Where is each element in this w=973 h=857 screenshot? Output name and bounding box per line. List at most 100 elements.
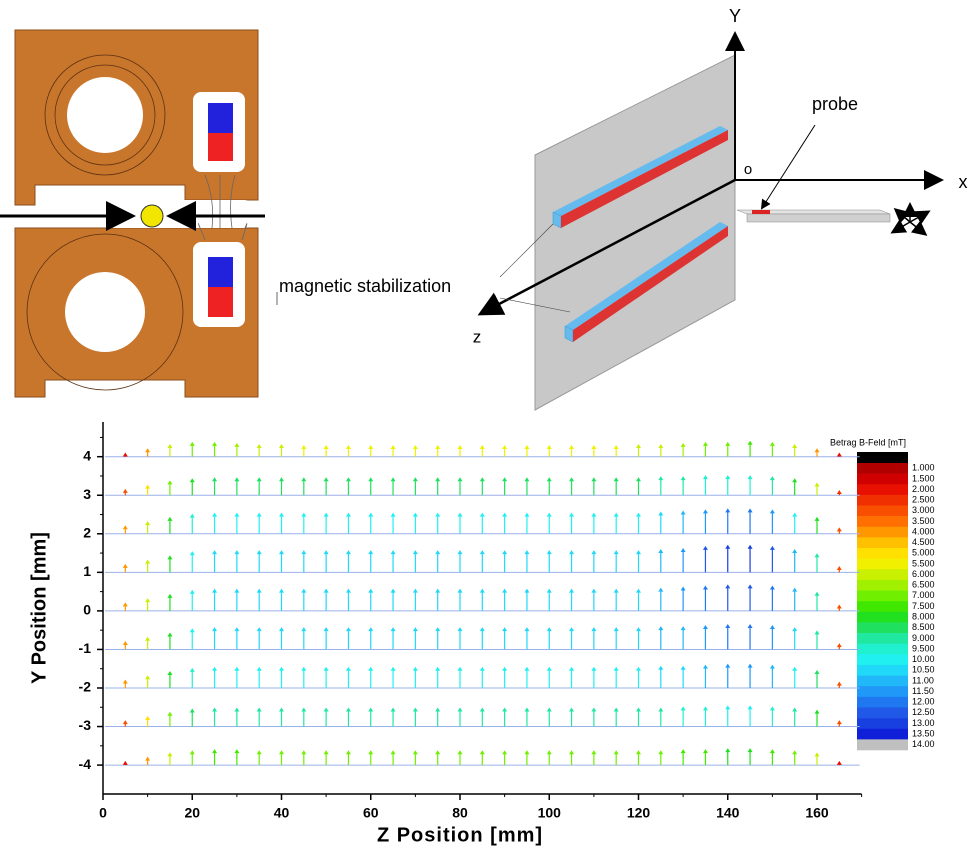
field-arrow bbox=[479, 750, 485, 766]
arrow-head bbox=[769, 476, 775, 481]
colorbar-swatch bbox=[857, 526, 908, 538]
x-tick-label: 0 bbox=[99, 805, 107, 821]
arrow-head bbox=[792, 707, 798, 712]
arrow-head bbox=[256, 512, 262, 517]
field-arrow bbox=[435, 588, 441, 611]
colorbar-swatch bbox=[857, 569, 908, 581]
field-arrow bbox=[636, 443, 641, 457]
arrow-head bbox=[167, 593, 173, 598]
field-arrow bbox=[301, 627, 307, 650]
field-arrow bbox=[680, 586, 686, 611]
arrow-head bbox=[435, 477, 441, 482]
arrow-head bbox=[502, 550, 508, 555]
field-arrow bbox=[479, 477, 485, 496]
arrow-head bbox=[680, 586, 686, 591]
arrow-head bbox=[189, 628, 195, 633]
field-arrow bbox=[301, 750, 307, 766]
field-arrow bbox=[836, 527, 842, 534]
arrow-head bbox=[769, 585, 775, 590]
arrow-head bbox=[725, 544, 731, 549]
colorbar-swatch bbox=[857, 707, 908, 719]
field-arrow bbox=[457, 477, 463, 496]
arrow-head bbox=[747, 584, 753, 589]
field-arrow bbox=[769, 664, 775, 688]
field-arrow bbox=[680, 626, 686, 650]
arrow-head bbox=[301, 588, 307, 593]
field-arrow bbox=[279, 512, 284, 534]
arrow-head bbox=[122, 679, 128, 684]
arrow-head bbox=[145, 598, 151, 603]
colorbar-swatch bbox=[857, 643, 908, 655]
arrow-head bbox=[279, 627, 284, 632]
field-arrow bbox=[390, 445, 396, 457]
field-arrow bbox=[613, 550, 619, 573]
arrow-head bbox=[234, 666, 240, 671]
field-arrow bbox=[457, 666, 463, 688]
arrow-head bbox=[345, 750, 351, 755]
arrow-head bbox=[234, 749, 240, 754]
arrow-head bbox=[301, 627, 307, 632]
arrow-head bbox=[279, 550, 284, 555]
field-arrow bbox=[591, 550, 597, 573]
arrow-head bbox=[747, 748, 753, 753]
field-arrow bbox=[323, 550, 329, 573]
field-arrow bbox=[658, 707, 664, 727]
field-arrow bbox=[189, 628, 195, 650]
arrow-head bbox=[524, 477, 530, 482]
cross-section-diagram bbox=[0, 29, 265, 398]
field-arrow bbox=[769, 585, 775, 611]
field-arrow bbox=[702, 441, 708, 457]
field-arrow bbox=[167, 516, 173, 534]
arrow-head bbox=[345, 512, 351, 517]
arrow-head bbox=[189, 667, 195, 672]
field-arrow bbox=[747, 508, 753, 534]
field-arrow bbox=[256, 627, 262, 650]
colorbar-swatch bbox=[857, 611, 908, 623]
field-arrow bbox=[658, 750, 664, 766]
arrow-head bbox=[479, 666, 485, 671]
arrow-head bbox=[323, 666, 329, 671]
field-arrow bbox=[412, 627, 418, 650]
colorbar-swatch bbox=[857, 516, 908, 528]
arrow-head bbox=[145, 636, 151, 641]
arrow-head bbox=[680, 665, 686, 670]
field-arrow bbox=[234, 442, 240, 457]
field-arrow bbox=[368, 512, 374, 534]
arrow-head bbox=[412, 477, 418, 482]
x-axis-title: Z Position [mm] bbox=[377, 824, 543, 846]
colorbar-label: 8.000 bbox=[912, 612, 935, 622]
arrow-head bbox=[189, 589, 195, 594]
field-arrow bbox=[502, 588, 508, 611]
arrow-head bbox=[747, 475, 753, 480]
arrow-head bbox=[769, 441, 775, 446]
field-arrow bbox=[591, 445, 597, 457]
arrow-head bbox=[301, 477, 307, 482]
arrow-head bbox=[212, 749, 218, 754]
field-arrow bbox=[345, 707, 351, 727]
arrow-head bbox=[769, 625, 775, 630]
arrow-head bbox=[702, 749, 708, 754]
arrow-head bbox=[479, 750, 485, 755]
arrow-head bbox=[546, 666, 552, 671]
colorbar-label: 6.000 bbox=[912, 569, 935, 579]
arrow-head bbox=[301, 666, 307, 671]
arrow-head bbox=[747, 440, 753, 445]
arrow-head bbox=[747, 544, 753, 549]
field-arrow bbox=[680, 476, 686, 496]
arrow-head bbox=[636, 627, 641, 632]
field-arrow bbox=[301, 445, 307, 457]
field-arrow bbox=[836, 643, 842, 650]
colorbar-swatch bbox=[857, 622, 908, 634]
colorbar-swatch bbox=[857, 686, 908, 698]
field-arrow bbox=[345, 512, 351, 534]
arrow-head bbox=[725, 475, 731, 480]
field-arrow bbox=[702, 664, 708, 688]
field-arrow bbox=[167, 632, 173, 650]
arrow-head bbox=[435, 512, 441, 517]
field-arrow bbox=[189, 708, 195, 727]
colorbar-swatch bbox=[857, 601, 908, 613]
arrow-head bbox=[301, 512, 307, 517]
arrow-head bbox=[792, 587, 798, 592]
x-tick-label: 40 bbox=[274, 805, 290, 821]
field-arrow bbox=[836, 760, 842, 766]
